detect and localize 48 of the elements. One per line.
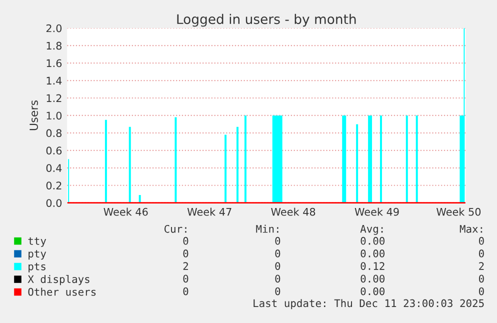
y-tick-label: 2.0 — [46, 24, 62, 32]
text: 0 — [275, 250, 280, 258]
y-tick-label: 1.8 — [46, 42, 62, 50]
text: 0 — [275, 287, 280, 296]
x-tick-label: Week 46 — [104, 208, 148, 216]
text: 0.00 — [360, 274, 384, 283]
text: Cur: — [164, 224, 186, 233]
text: Avg: — [360, 225, 383, 235]
text: 0 — [478, 236, 484, 245]
x-tick-label: Week 48 — [271, 208, 316, 216]
y-axis-title: Users — [30, 100, 38, 130]
text: 0 — [478, 250, 484, 258]
y-tick-label: 1.0 — [46, 112, 62, 120]
x-tick-label: Week 47 — [187, 208, 232, 216]
legend-label: pts — [28, 262, 46, 272]
text: Max: — [460, 225, 482, 233]
text: 0 — [275, 262, 280, 270]
x-tick-label: Week 49 — [354, 208, 399, 216]
y-tick-label: 0.0 — [46, 199, 62, 207]
x-tick-label: Week 50 — [436, 208, 481, 216]
text: 0 — [275, 274, 280, 283]
text: 0.00 — [360, 236, 384, 245]
text: 0.00 — [360, 250, 384, 258]
y-tick-label: 0.4 — [46, 164, 62, 172]
text: 0 — [478, 287, 484, 296]
text: 0 — [478, 274, 484, 283]
y-tick-label: 1.2 — [46, 94, 62, 102]
text: Last update: Thu Dec 11 23:00:03 2025 — [254, 299, 484, 310]
text: 0 — [275, 236, 280, 245]
text: 2 — [183, 262, 188, 270]
chart-title: Logged in users - by month — [177, 14, 356, 27]
text: 0 — [183, 250, 188, 258]
y-tick-label: 0.2 — [46, 182, 62, 190]
y-tick-label: 0.6 — [46, 146, 62, 155]
text: 2 — [479, 262, 484, 270]
y-tick-label: 0.8 — [46, 129, 62, 138]
y-tick-label: 1.4 — [46, 76, 62, 84]
text: 0.00 — [360, 287, 384, 296]
text: 0 — [183, 274, 188, 283]
legend-label: Other users — [28, 288, 96, 296]
text: Min: — [256, 224, 278, 233]
text: 0.12 — [360, 262, 384, 270]
text: 0 — [183, 287, 188, 296]
text: 0 — [183, 236, 188, 245]
legend-label: pty — [28, 250, 46, 260]
legend-label: X displays — [28, 274, 90, 286]
legend-label: tty — [28, 237, 46, 247]
y-tick-label: 1.6 — [46, 59, 62, 68]
